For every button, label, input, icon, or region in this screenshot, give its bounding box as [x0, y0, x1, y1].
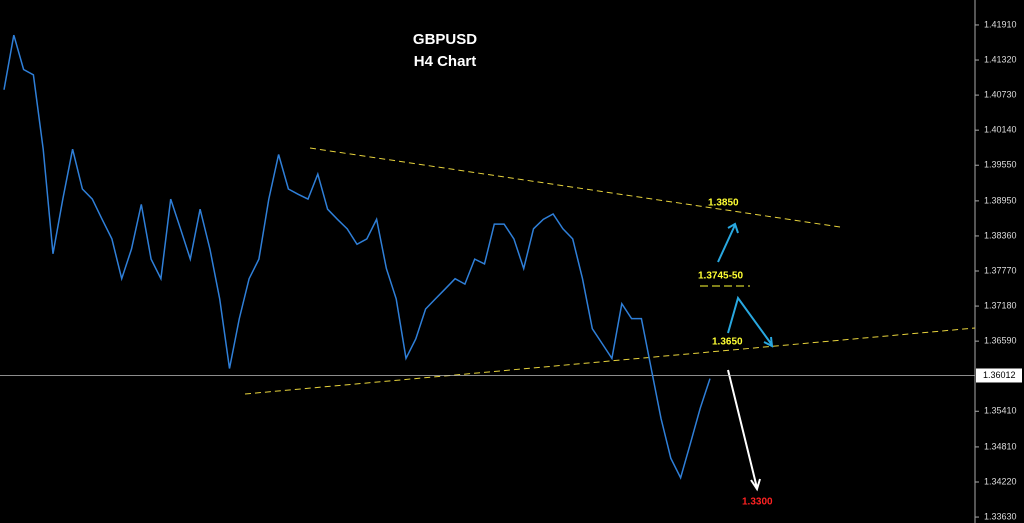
arrow [727, 369, 761, 492]
y-tick-label: 1.34810 [984, 441, 1017, 451]
y-tick-label: 1.40140 [984, 125, 1017, 135]
y-tick-label: 1.40730 [984, 89, 1017, 99]
current-price-box [976, 368, 1022, 383]
y-tick-label: 1.41320 [984, 54, 1017, 64]
y-tick-label: 1.38950 [984, 195, 1017, 205]
arrow [717, 222, 739, 263]
y-tick-label: 1.33630 [984, 511, 1017, 521]
y-tick-label: 1.37770 [984, 265, 1017, 275]
price-line [3, 34, 711, 480]
arrows [717, 222, 774, 492]
annotation: 1.3745-50 [698, 271, 743, 282]
y-tick-label: 1.37180 [984, 300, 1017, 310]
current-price-label: 1.36012 [983, 370, 1016, 380]
y-tick-label: 1.34220 [984, 476, 1017, 486]
y-tick-label: 1.36590 [984, 336, 1017, 346]
chart-title: GBPUSD [413, 31, 477, 48]
annotation: 1.3850 [708, 198, 739, 209]
chart-subtitle: H4 Chart [414, 53, 477, 70]
y-tick-label: 1.39550 [984, 160, 1017, 170]
trendline-lower [244, 327, 976, 395]
annotation: 1.3650 [712, 337, 743, 348]
annotation: 1.3300 [742, 497, 773, 508]
y-tick-label: 1.38360 [984, 230, 1017, 240]
y-tick-label: 1.41910 [984, 19, 1017, 29]
arrow [727, 295, 774, 348]
y-tick-label: 1.35410 [984, 406, 1017, 416]
